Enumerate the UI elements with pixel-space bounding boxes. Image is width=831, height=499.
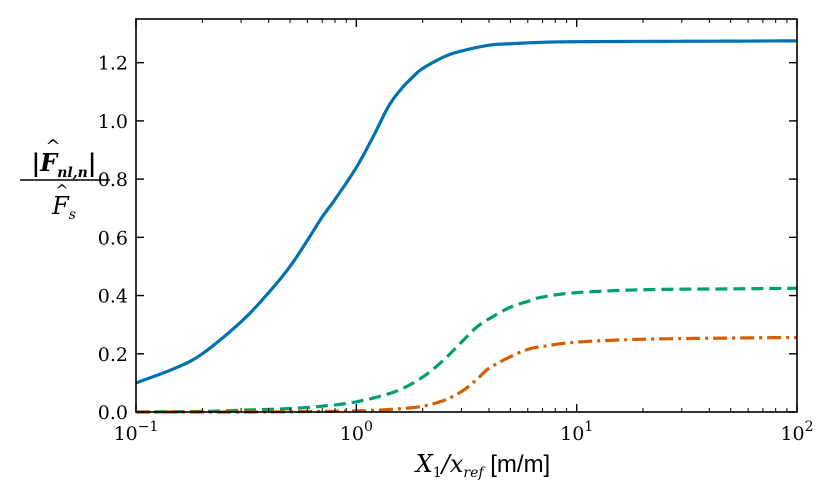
- y-tick-label: 0.0: [98, 402, 128, 424]
- y-tick-label: 0.8: [98, 169, 128, 191]
- y-axis-label-hat-bottom: ^: [55, 181, 68, 200]
- y-axis-label-denominator: Fs: [51, 192, 76, 223]
- x-axis-label: X1/xref [m/m]: [414, 450, 550, 481]
- x-tick-label: 10−1: [114, 419, 159, 445]
- y-axis-label-hat-top: ^: [45, 136, 60, 157]
- y-tick-label: 0.6: [98, 227, 128, 249]
- x-tick-label: 102: [780, 419, 813, 445]
- series-line-solid-blue: [135, 39, 798, 385]
- y-tick-label: 0.2: [98, 344, 128, 366]
- labels-layer: 0.0 0.2 0.4 0.6 0.8 1.0 1.2 10−1 100 101 102: [98, 53, 814, 445]
- y-tick-label: 1.2: [98, 53, 128, 75]
- x-tick-label: 100: [340, 419, 373, 445]
- y-tick-label: 0.4: [98, 286, 128, 308]
- x-tick-label: 101: [560, 419, 593, 445]
- y-axis-label-numerator: |Fnl,n|: [31, 148, 96, 181]
- y-tick-label: 1.0: [98, 111, 128, 133]
- plot-frame: [135, 18, 798, 413]
- y-axis-label: |Fnl,n| ^ Fs ^: [20, 136, 110, 223]
